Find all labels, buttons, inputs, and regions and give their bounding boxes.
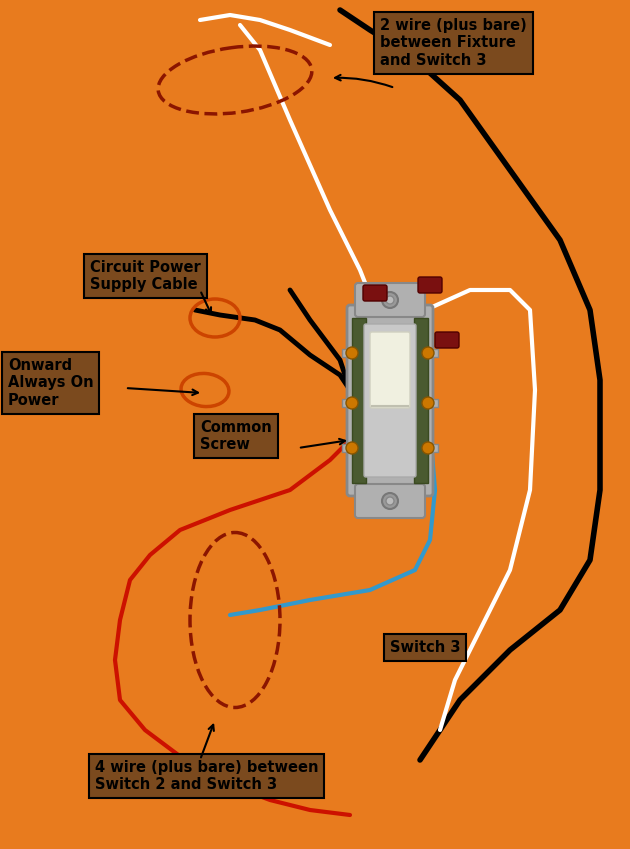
Circle shape (422, 347, 434, 359)
Text: 4 wire (plus bare) between
Switch 2 and Switch 3: 4 wire (plus bare) between Switch 2 and … (95, 760, 319, 792)
Circle shape (386, 497, 394, 505)
Text: Circuit Power
Supply Cable: Circuit Power Supply Cable (90, 260, 201, 292)
Circle shape (422, 397, 434, 409)
Bar (342, 399, 348, 407)
FancyBboxPatch shape (355, 484, 425, 518)
FancyBboxPatch shape (347, 305, 433, 496)
Text: 2 wire (plus bare)
between Fixture
and Switch 3: 2 wire (plus bare) between Fixture and S… (380, 18, 527, 68)
Bar (432, 444, 438, 452)
Bar (342, 444, 348, 452)
FancyBboxPatch shape (370, 332, 410, 408)
Text: Common
Screw: Common Screw (200, 420, 272, 453)
Text: Onward
Always On
Power: Onward Always On Power (8, 358, 94, 408)
FancyBboxPatch shape (414, 318, 428, 483)
FancyBboxPatch shape (363, 285, 387, 301)
FancyBboxPatch shape (352, 318, 366, 483)
Circle shape (382, 292, 398, 308)
Circle shape (346, 442, 358, 454)
Circle shape (386, 296, 394, 304)
FancyBboxPatch shape (364, 324, 416, 477)
Bar (432, 349, 438, 357)
Circle shape (382, 493, 398, 509)
FancyBboxPatch shape (435, 332, 459, 348)
Circle shape (346, 397, 358, 409)
FancyBboxPatch shape (355, 283, 425, 317)
FancyBboxPatch shape (418, 277, 442, 293)
Circle shape (422, 442, 434, 454)
Text: Switch 3: Switch 3 (390, 640, 461, 655)
Bar (432, 399, 438, 407)
Circle shape (346, 347, 358, 359)
Bar (342, 349, 348, 357)
